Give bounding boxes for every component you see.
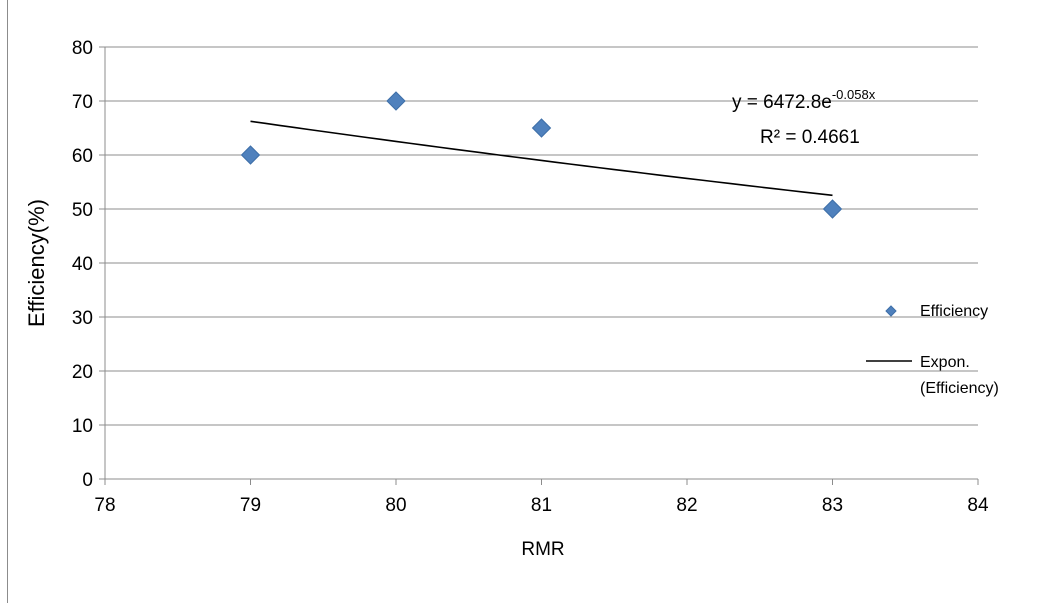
trendline-equation-exponent: -0.058x: [832, 87, 876, 102]
x-tick-label: 82: [676, 495, 697, 516]
y-tick-label: 10: [72, 416, 93, 437]
x-tick-label: 84: [967, 495, 989, 516]
y-tick-label: 40: [72, 254, 93, 275]
x-axis-title: RMR: [521, 539, 564, 560]
x-tick-label: 81: [531, 495, 552, 516]
trendline-equation: y = 6472.8e-0.058x: [732, 87, 876, 113]
data-point: [240, 145, 261, 165]
y-tick-label: 50: [72, 200, 93, 221]
y-tick-label: 30: [72, 308, 93, 329]
x-tick-label: 83: [822, 495, 843, 516]
y-tick-label: 60: [72, 146, 93, 167]
y-tick-label: 80: [72, 38, 93, 59]
legend-label-trendline-line2: (Efficiency): [920, 380, 999, 397]
trendline-group: [250, 120, 833, 197]
legend-label-efficiency: Efficiency: [920, 303, 988, 320]
data-point: [531, 118, 552, 138]
gridlines: [105, 46, 978, 480]
y-tick-label: 0: [82, 470, 93, 491]
trendline-exponential: [250, 120, 833, 197]
legend-marker-efficiency: [885, 305, 897, 317]
x-axis: 78 79 80 81 82 83 84: [94, 478, 989, 516]
x-tick-label: 80: [385, 495, 406, 516]
x-tick-label: 79: [240, 495, 261, 516]
data-points: [240, 91, 843, 219]
legend-label-trendline-line1: Expon.: [920, 354, 970, 371]
x-tick-label: 78: [94, 495, 115, 516]
trendline-r-squared: R² = 0.4661: [760, 127, 860, 148]
y-tick-label: 70: [72, 92, 93, 113]
data-point: [386, 91, 406, 111]
chart-frame: [7, 0, 1047, 603]
y-tick-label: 20: [72, 362, 93, 383]
legend: Efficiency Expon. (Efficiency): [866, 303, 999, 397]
data-point: [822, 199, 843, 219]
y-axis-title: Efficiency(%): [24, 199, 49, 327]
y-axis: 0 10 20 30 40 50 60 70 80: [72, 38, 106, 491]
trendline-equation-base: y = 6472.8e: [732, 92, 832, 113]
